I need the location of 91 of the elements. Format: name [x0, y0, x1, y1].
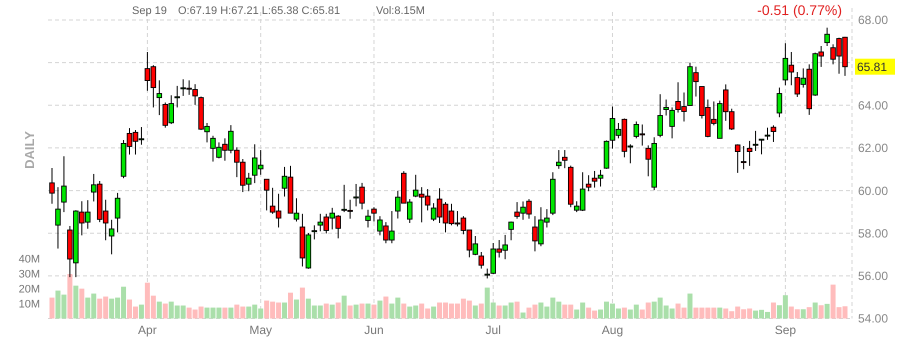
bar: [300, 288, 305, 318]
y-tick-label: 56.00: [858, 269, 888, 284]
bar: [514, 302, 520, 318]
bar: [73, 286, 78, 318]
text: O:67.19 H:67.21 L:65.38 C:65.81: [178, 5, 340, 17]
bar: [360, 304, 365, 318]
candlestick: [586, 174, 592, 192]
bar: [366, 304, 371, 318]
bar: [330, 304, 335, 318]
y-tick-label: 62.00: [858, 141, 888, 156]
bar: [812, 302, 818, 318]
bar: [800, 309, 806, 318]
candlestick: [824, 27, 830, 47]
candlestick: [264, 178, 270, 211]
candlestick: [508, 220, 514, 241]
candlestick: [556, 150, 562, 170]
bar: [687, 294, 692, 318]
candlestick: [752, 130, 758, 152]
bar: [342, 296, 347, 318]
bar: [431, 306, 436, 318]
bar: [472, 306, 478, 318]
y2-tick-label: 20M: [18, 284, 40, 296]
bar: [824, 304, 830, 318]
candlestick: [663, 99, 669, 116]
bar: [520, 312, 526, 318]
text: 65.81: [857, 60, 888, 74]
candlestick: [764, 127, 770, 140]
candlestick: [657, 94, 663, 138]
candlestick: [740, 146, 746, 170]
bar: [156, 302, 162, 318]
bar: [324, 304, 329, 318]
bar: [162, 304, 168, 318]
bar: [377, 300, 382, 318]
bar: [79, 288, 84, 318]
bar: [806, 307, 812, 318]
bar: [288, 292, 293, 318]
y-tick-label: 58.00: [858, 226, 888, 240]
candlestick: [49, 167, 55, 204]
candlestick: [108, 219, 114, 255]
bar: [354, 304, 359, 318]
candlestick: [114, 192, 120, 233]
x-tick-label: Apr: [138, 323, 157, 337]
bar: [770, 302, 776, 318]
candlestick: [746, 140, 752, 166]
text: Sep 19: [132, 5, 167, 17]
bar: [496, 306, 502, 318]
x-tick-label: Jun: [364, 323, 384, 337]
y2-tick-label: 40M: [18, 254, 40, 266]
x-tick-label: Sep: [774, 323, 796, 337]
candlestick: [734, 144, 740, 174]
bar: [138, 304, 144, 318]
x-tick-label: Jul: [486, 323, 501, 337]
y2-tick-label: 10M: [18, 298, 40, 310]
candlestick: [61, 156, 67, 213]
candlestick: [371, 206, 377, 222]
bar: [383, 296, 388, 318]
candlestick: [776, 87, 782, 118]
bar: [622, 308, 627, 318]
candlestick: [478, 251, 484, 270]
candlestick: [484, 268, 490, 279]
candlestick: [156, 80, 162, 116]
bar: [336, 302, 341, 318]
y2-tick-label: 30M: [18, 268, 40, 281]
text: DAILY: [22, 130, 37, 169]
bar: [222, 308, 228, 318]
bar: [228, 308, 234, 318]
candlestick: [365, 209, 371, 228]
x-tick-label: May: [249, 323, 272, 337]
candlestick: [758, 138, 764, 155]
candlestick: [562, 150, 568, 169]
text: Vol:8.15M: [376, 5, 425, 17]
candlestick: [55, 186, 61, 250]
text: -0.51 (0.77%): [757, 2, 842, 18]
bar: [401, 304, 406, 318]
bar: [282, 302, 288, 318]
bar: [478, 304, 484, 318]
candlestick: [770, 124, 776, 142]
bar: [717, 308, 722, 318]
bar: [348, 306, 353, 318]
candlestick: [312, 224, 318, 240]
candlestick: [669, 106, 675, 139]
y-tick-label: 54.00: [858, 312, 888, 326]
bar: [294, 300, 299, 318]
y-tick-label: 64.00: [858, 98, 888, 112]
bar: [818, 305, 824, 318]
y-tick-label: 60.00: [858, 184, 888, 198]
bar: [67, 274, 72, 318]
bar: [49, 298, 55, 318]
x-tick-label: Aug: [602, 323, 624, 337]
y-tick-label: 68.00: [858, 13, 888, 28]
bar: [371, 304, 376, 318]
